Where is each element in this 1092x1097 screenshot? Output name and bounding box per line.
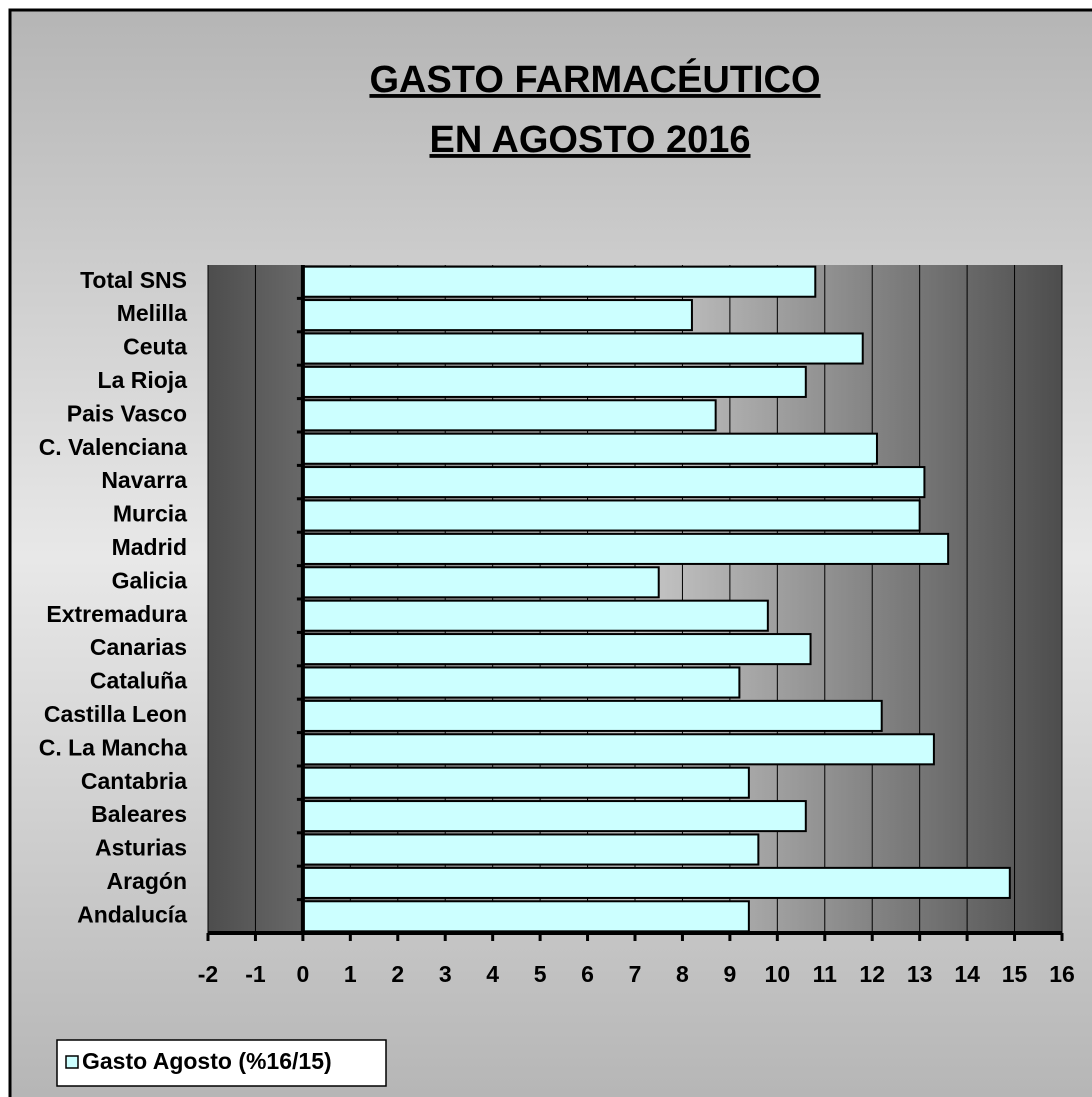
y-tick-label: Ceuta [123, 334, 187, 360]
bar [301, 866, 1011, 899]
bar [301, 699, 883, 732]
x-tick-label: 0 [296, 961, 309, 987]
x-tick-label: -1 [245, 961, 266, 987]
y-tick-label: Castilla Leon [44, 701, 187, 727]
x-tick-label: 3 [439, 961, 452, 987]
chart-title: GASTO FARMACÉUTICO [369, 57, 820, 101]
bar [301, 365, 807, 398]
x-tick-label: 11 [813, 961, 838, 987]
y-tick-label: Aragón [107, 868, 188, 894]
y-tick-label: Pais Vasco [67, 400, 187, 426]
x-tick-label: 7 [629, 961, 642, 987]
y-tick-label: Andalucía [77, 901, 187, 927]
legend-swatch [65, 1055, 79, 1069]
x-tick-label: 5 [534, 961, 547, 987]
bar [301, 766, 750, 799]
bar [301, 833, 760, 866]
bar [301, 432, 878, 465]
bar [301, 265, 817, 298]
x-tick-label: 8 [676, 961, 689, 987]
y-tick-label: C. La Mancha [39, 734, 187, 760]
bar [301, 466, 926, 499]
bar [301, 733, 935, 766]
bar [301, 900, 750, 933]
x-tick-label: 9 [723, 961, 736, 987]
y-tick-label: Galicia [112, 567, 188, 593]
y-tick-label: Cataluña [90, 668, 187, 694]
legend: Gasto Agosto (%16/15) [56, 1039, 387, 1087]
bar [301, 532, 950, 565]
y-tick-label: C. Valenciana [39, 434, 188, 460]
x-tick-label: 14 [954, 961, 980, 987]
y-tick-label: Melilla [117, 300, 188, 326]
y-tick-label: Total SNS [80, 267, 187, 293]
x-tick-label: 12 [859, 961, 885, 987]
bar [301, 399, 717, 432]
y-tick-label: Cantabria [81, 768, 187, 794]
bar [301, 566, 660, 599]
y-tick-label: Canarias [90, 634, 187, 660]
y-tick-label: Baleares [91, 801, 187, 827]
y-tick-label: Murcia [113, 501, 187, 527]
legend-box [56, 1039, 387, 1087]
x-tick-label: 1 [344, 961, 357, 987]
bar [301, 299, 693, 332]
chart-title: EN AGOSTO 2016 [429, 119, 750, 161]
y-tick-label: Madrid [112, 534, 187, 560]
y-tick-label: Asturias [95, 835, 187, 861]
bar [301, 599, 769, 632]
y-tick-label: La Rioja [98, 367, 188, 393]
x-tick-label: 13 [907, 961, 933, 987]
x-tick-label: 10 [765, 961, 791, 987]
x-tick-label: 16 [1049, 961, 1075, 987]
x-tick-label: 15 [1002, 961, 1028, 987]
bar [301, 332, 864, 365]
bar [301, 499, 921, 532]
x-tick-label: 2 [391, 961, 404, 987]
legend-label: Gasto Agosto (%16/15) [82, 1048, 332, 1074]
x-tick-label: -2 [198, 961, 218, 987]
y-tick-label: Navarra [101, 467, 187, 493]
x-tick-label: 6 [581, 961, 594, 987]
bar [301, 666, 741, 699]
y-tick-label: Extremadura [46, 601, 187, 627]
bar [301, 800, 807, 833]
x-tick-label: 4 [486, 961, 499, 987]
bar [301, 633, 812, 666]
